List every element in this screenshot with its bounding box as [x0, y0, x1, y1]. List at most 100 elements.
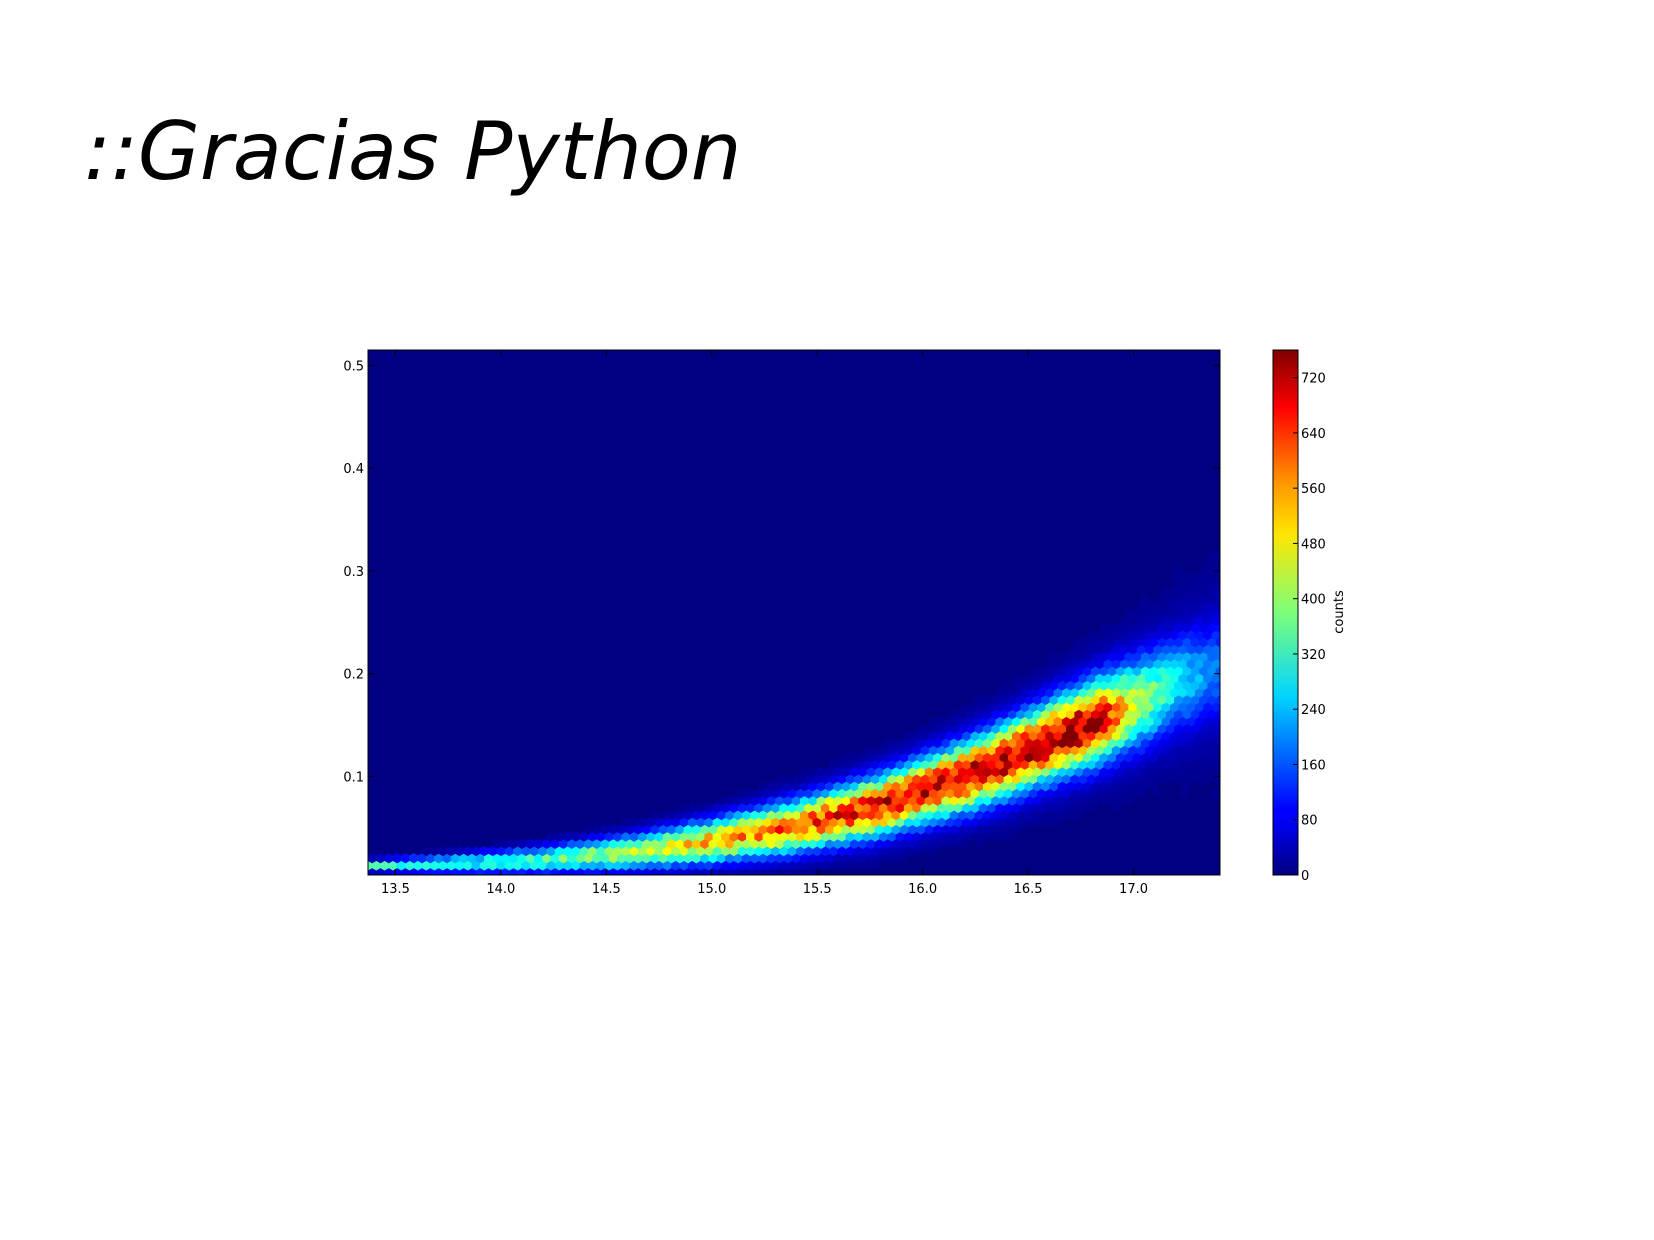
- hex-cell: [1219, 603, 1220, 609]
- hex-cell: [1207, 550, 1217, 561]
- hex-cell: [675, 874, 677, 875]
- hex-cell: [533, 838, 543, 849]
- x-tick-label: 14.5: [592, 882, 621, 897]
- hex-cell: [658, 809, 668, 821]
- hex-cell: [525, 838, 535, 849]
- hex-cell: [392, 853, 402, 864]
- hex-cell: [1215, 637, 1220, 648]
- hex-cell: [1219, 718, 1220, 725]
- hex-cell: [1215, 622, 1220, 633]
- hex-cell: [1219, 704, 1220, 710]
- x-axis: 13.5 14.0 14.5 15.0 15.5 16.0 16.5 17.0: [381, 350, 1148, 897]
- hex-cell: [903, 730, 913, 741]
- hex-cell: [558, 874, 560, 875]
- hex-cell: [1219, 776, 1220, 782]
- y-tick-label: 0.2: [343, 668, 364, 683]
- hex-cell: [571, 831, 581, 842]
- slide-title: ::Gracias Python: [84, 105, 742, 198]
- x-tick-label: 15.5: [803, 882, 832, 897]
- colorbar-tick-label: 720: [1301, 372, 1326, 387]
- hex-cell: [629, 817, 639, 828]
- hex-cell: [550, 874, 552, 875]
- hex-cell: [883, 737, 893, 749]
- y-tick-label: 0.1: [343, 770, 364, 785]
- hex-cell: [1215, 651, 1220, 662]
- hex-cell: [1215, 579, 1220, 590]
- hex-cell: [999, 680, 1009, 691]
- hex-cell: [799, 766, 809, 777]
- hex-cell: [479, 845, 489, 857]
- hex-cell: [500, 838, 510, 849]
- hex-cell: [808, 766, 818, 777]
- hex-cell: [508, 838, 518, 849]
- hex-cell: [430, 845, 440, 857]
- hex-cell: [679, 802, 689, 813]
- hex-cell: [841, 752, 851, 763]
- hex-cell: [1219, 689, 1220, 696]
- hex-cell: [816, 766, 826, 777]
- hex-cell: [1161, 586, 1171, 597]
- colorbar-tick-label: 80: [1301, 814, 1318, 829]
- hex-cell: [463, 845, 473, 857]
- hex-cell: [1215, 694, 1220, 705]
- y-tick-label: 0.4: [343, 462, 364, 477]
- hex-cell: [725, 795, 735, 806]
- plot-frame: [367, 349, 1221, 876]
- hex-cell: [891, 737, 901, 749]
- hex-cell: [1219, 560, 1220, 566]
- x-tick-label: 13.5: [381, 882, 410, 897]
- hex-cell: [492, 838, 502, 849]
- y-tick-label: 0.3: [343, 565, 364, 580]
- hex-cell: [438, 845, 448, 857]
- hex-cell: [583, 874, 585, 875]
- hex-cell: [737, 788, 747, 799]
- hex-cell: [446, 845, 456, 857]
- x-tick-label: 15.0: [697, 882, 726, 897]
- hex-cell: [633, 874, 635, 875]
- hex-cell: [1215, 550, 1220, 561]
- hex-cell: [1215, 737, 1220, 749]
- hex-cell: [1086, 629, 1096, 641]
- hex-cell: [1219, 589, 1220, 595]
- colorbar: [1272, 349, 1299, 876]
- hex-cell: [1215, 752, 1220, 763]
- hex-cell: [563, 831, 573, 842]
- colorbar-tick-label: 640: [1301, 427, 1326, 442]
- y-tick-label: 0.5: [343, 359, 364, 374]
- hex-cell: [1215, 608, 1220, 619]
- hex-cell: [533, 874, 535, 875]
- hex-cell: [637, 817, 647, 828]
- hex-cell: [916, 723, 926, 734]
- hex-cell: [421, 845, 431, 857]
- hex-cell: [1099, 622, 1109, 633]
- colorbar-tick-label: 560: [1301, 482, 1326, 497]
- hex-cell: [1049, 651, 1059, 662]
- hex-cell: [1011, 673, 1021, 684]
- hex-cell: [400, 853, 410, 864]
- hex-cell: [517, 838, 527, 849]
- hex-cell: [1219, 646, 1220, 653]
- hex-cell: [641, 874, 643, 875]
- hex-cell: [621, 817, 631, 828]
- hex-cell: [554, 831, 564, 842]
- hex-cell: [546, 831, 556, 842]
- hex-cell: [962, 701, 972, 713]
- colorbar-tick-label: 240: [1301, 703, 1326, 718]
- hex-cell: [1215, 766, 1220, 777]
- hex-cell: [600, 824, 610, 835]
- y-axis: 0.1 0.2 0.3 0.4 0.5: [343, 359, 1220, 785]
- x-tick-label: 16.5: [1014, 882, 1043, 897]
- hex-cell: [592, 824, 602, 835]
- hex-cell: [1186, 572, 1196, 583]
- hex-cell: [541, 874, 544, 875]
- hex-cell: [1107, 622, 1117, 633]
- hex-cell: [566, 874, 569, 875]
- hex-cell: [1215, 593, 1220, 605]
- hex-cell: [704, 802, 714, 813]
- hex-cell: [575, 874, 577, 875]
- hex-cell: [982, 694, 992, 705]
- colorbar-axis: 0 80 160 240 320 400 480 560 640 720: [1293, 372, 1326, 884]
- hex-cell: [1219, 761, 1220, 768]
- hex-cell: [1219, 733, 1220, 739]
